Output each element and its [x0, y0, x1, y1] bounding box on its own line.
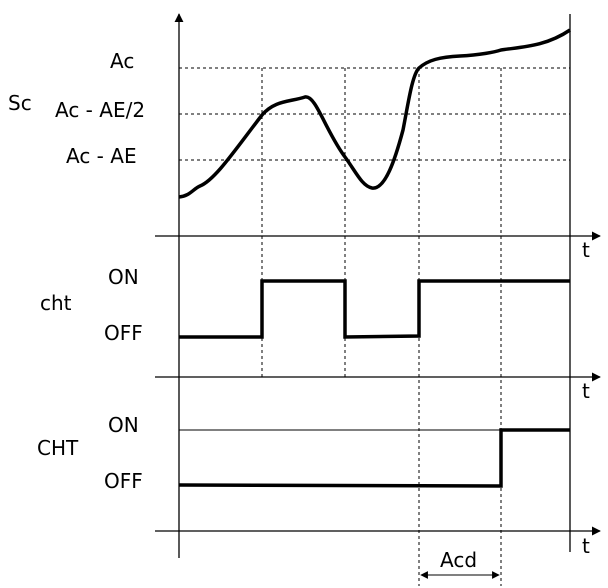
- label-ac: Ac: [110, 49, 134, 73]
- probe-signal-curve: [178, 28, 571, 199]
- label-t-top: t: [582, 238, 590, 262]
- label-sc: Sc: [8, 91, 32, 115]
- label-cht-upper-on: ON: [108, 413, 139, 437]
- label-ac-ae-half: Ac - AE/2: [55, 98, 145, 122]
- label-t-bottom: t: [582, 534, 590, 558]
- cht-state-signal: [179, 279, 570, 339]
- label-cht-on: ON: [108, 265, 139, 289]
- label-cht-off: OFF: [104, 321, 143, 345]
- label-acd: Acd: [440, 548, 477, 572]
- label-cht-upper: CHT: [37, 436, 79, 460]
- label-t-middle: t: [582, 379, 590, 403]
- label-cht-upper-off: OFF: [104, 469, 143, 493]
- cht-upper-state-signal: [178, 428, 570, 488]
- label-ac-ae: Ac - AE: [66, 144, 137, 168]
- label-cht: cht: [40, 291, 72, 315]
